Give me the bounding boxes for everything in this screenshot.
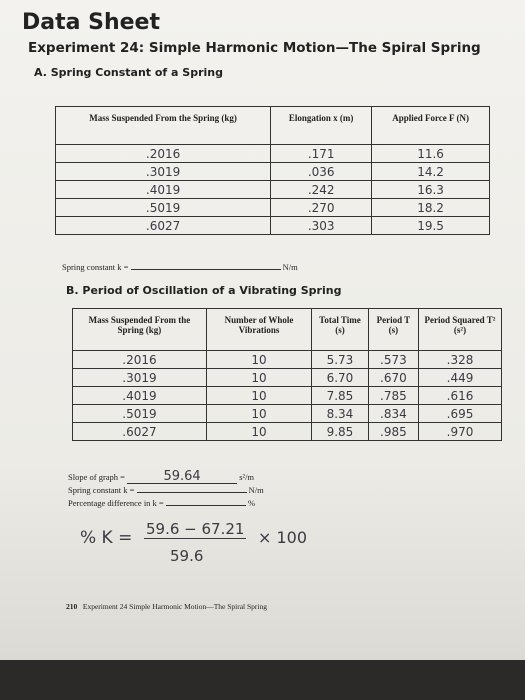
label: Spring constant k =: [68, 485, 135, 495]
cell: .303: [270, 216, 373, 235]
column-header: Period T (s): [367, 308, 419, 351]
column-header: Elongation x (m): [270, 106, 373, 145]
cell: 11.6: [371, 144, 490, 163]
label: Spring constant k = N/m: [62, 262, 298, 272]
cell: 10: [205, 386, 313, 405]
cell: .5019: [72, 404, 207, 423]
table-row: .6027 10 9.85.985.970: [72, 422, 503, 441]
cell: .6027: [54, 216, 272, 235]
cell: .5019: [54, 198, 272, 217]
title: Data Sheet: [22, 10, 160, 35]
cell: 18.2: [371, 198, 490, 217]
cell: 10: [205, 350, 313, 369]
cell: 10: [205, 422, 313, 441]
unit: N/m: [282, 262, 298, 272]
cell: 7.85: [311, 386, 369, 405]
handwritten-denominator: 59.6: [170, 547, 204, 565]
cell: .036: [270, 162, 373, 181]
table-row: .3019.036 14.2: [54, 162, 490, 181]
cell: .242: [270, 180, 373, 199]
paper: Data Sheet Experiment 24: Simple Harmoni…: [0, 0, 525, 660]
label: Slope of graph =: [68, 472, 125, 482]
row: Percentage difference in k = %: [68, 497, 264, 510]
cell: .328: [417, 350, 503, 369]
cell: .171: [270, 144, 373, 163]
cell: 9.85: [311, 422, 369, 441]
cell: .670: [367, 368, 419, 387]
cell: 14.2: [371, 162, 490, 181]
handwritten-formula-lhs: % K =: [80, 528, 133, 548]
page-number: 210: [66, 602, 78, 611]
cell: .6027: [72, 422, 207, 441]
table-row: .2016.171 11.6: [54, 144, 490, 163]
desk: [0, 660, 525, 700]
header-row: Mass Suspended From the Spring (kg) Numbe…: [72, 308, 503, 351]
cell: .4019: [54, 180, 272, 199]
cell: .834: [367, 404, 419, 423]
table-a: Mass Suspended From the Spring (kg) Elong…: [54, 106, 490, 235]
cell: .970: [417, 422, 503, 441]
column-header: Mass Suspended From the Spring (kg): [54, 106, 272, 145]
cell: 8.34: [311, 404, 369, 423]
column-header: Mass Suspended From the Spring (kg): [72, 308, 207, 351]
cell: .2016: [72, 350, 207, 369]
cell: 6.70: [311, 368, 369, 387]
section-title: A. Spring Constant of a Spring: [34, 66, 223, 79]
table-row: .4019 10 7.85.785.616: [72, 386, 503, 405]
cell: 10: [205, 404, 313, 423]
table-row: .5019.270 18.2: [54, 198, 490, 217]
table-row: .4019.242 16.3: [54, 180, 490, 199]
unit: s²/m: [239, 472, 255, 482]
column-header: Number of Whole Vibrations: [205, 308, 313, 351]
table-row: .6027.303 19.5: [54, 216, 490, 235]
cell: .985: [367, 422, 419, 441]
value: 59.64: [127, 470, 238, 484]
handwritten-multiplier: × 100: [258, 528, 308, 547]
cell: .3019: [54, 162, 272, 181]
cell: .270: [270, 198, 373, 217]
cell: .785: [367, 386, 419, 405]
column-header: Period Squared T² (s²): [417, 308, 503, 351]
cell: 5.73: [311, 350, 369, 369]
blank: [165, 505, 246, 506]
section-title: B. Period of Oscillation of a Vibrating …: [66, 284, 342, 297]
footer: 210 Experiment 24 Simple Harmonic Motion…: [66, 602, 267, 611]
blank: [136, 492, 247, 493]
cell: .2016: [54, 144, 272, 163]
cell: 19.5: [371, 216, 490, 235]
cell: 16.3: [371, 180, 490, 199]
label: Spring constant k =: [62, 262, 129, 272]
cell: .695: [417, 404, 503, 423]
footer-text: Experiment 24 Simple Harmonic Motion—The…: [82, 602, 268, 611]
cell: .3019: [72, 368, 207, 387]
handwritten-numerator: 59.6 − 67.21: [144, 520, 247, 539]
table-row: .3019 10 6.70.670.449: [72, 368, 503, 387]
experiment-title: Experiment 24: Simple Harmonic Motion—Th…: [28, 40, 481, 56]
unit: N/m: [248, 485, 264, 495]
cell: .573: [367, 350, 419, 369]
cell: .4019: [72, 386, 207, 405]
label: Percentage difference in k =: [68, 498, 164, 508]
blank: [130, 269, 281, 270]
row: Slope of graph = 59.64 s²/m: [68, 470, 264, 484]
header-row: Mass Suspended From the Spring (kg) Elong…: [54, 106, 490, 145]
cell: .449: [417, 368, 503, 387]
column-header: Applied Force F (N): [371, 106, 490, 145]
row: Spring constant k = N/m: [68, 484, 264, 497]
unit: %: [247, 498, 256, 508]
column-header: Total Time (s): [311, 308, 369, 351]
table-row: .5019 10 8.34.834.695: [72, 404, 503, 423]
table-row: .2016 10 5.73.573.328: [72, 350, 503, 369]
cell: .616: [417, 386, 503, 405]
cell: 10: [205, 368, 313, 387]
results: Slope of graph = 59.64 s²/m Spring const…: [68, 470, 264, 510]
table-b: Mass Suspended From the Spring (kg) Numbe…: [72, 308, 503, 441]
